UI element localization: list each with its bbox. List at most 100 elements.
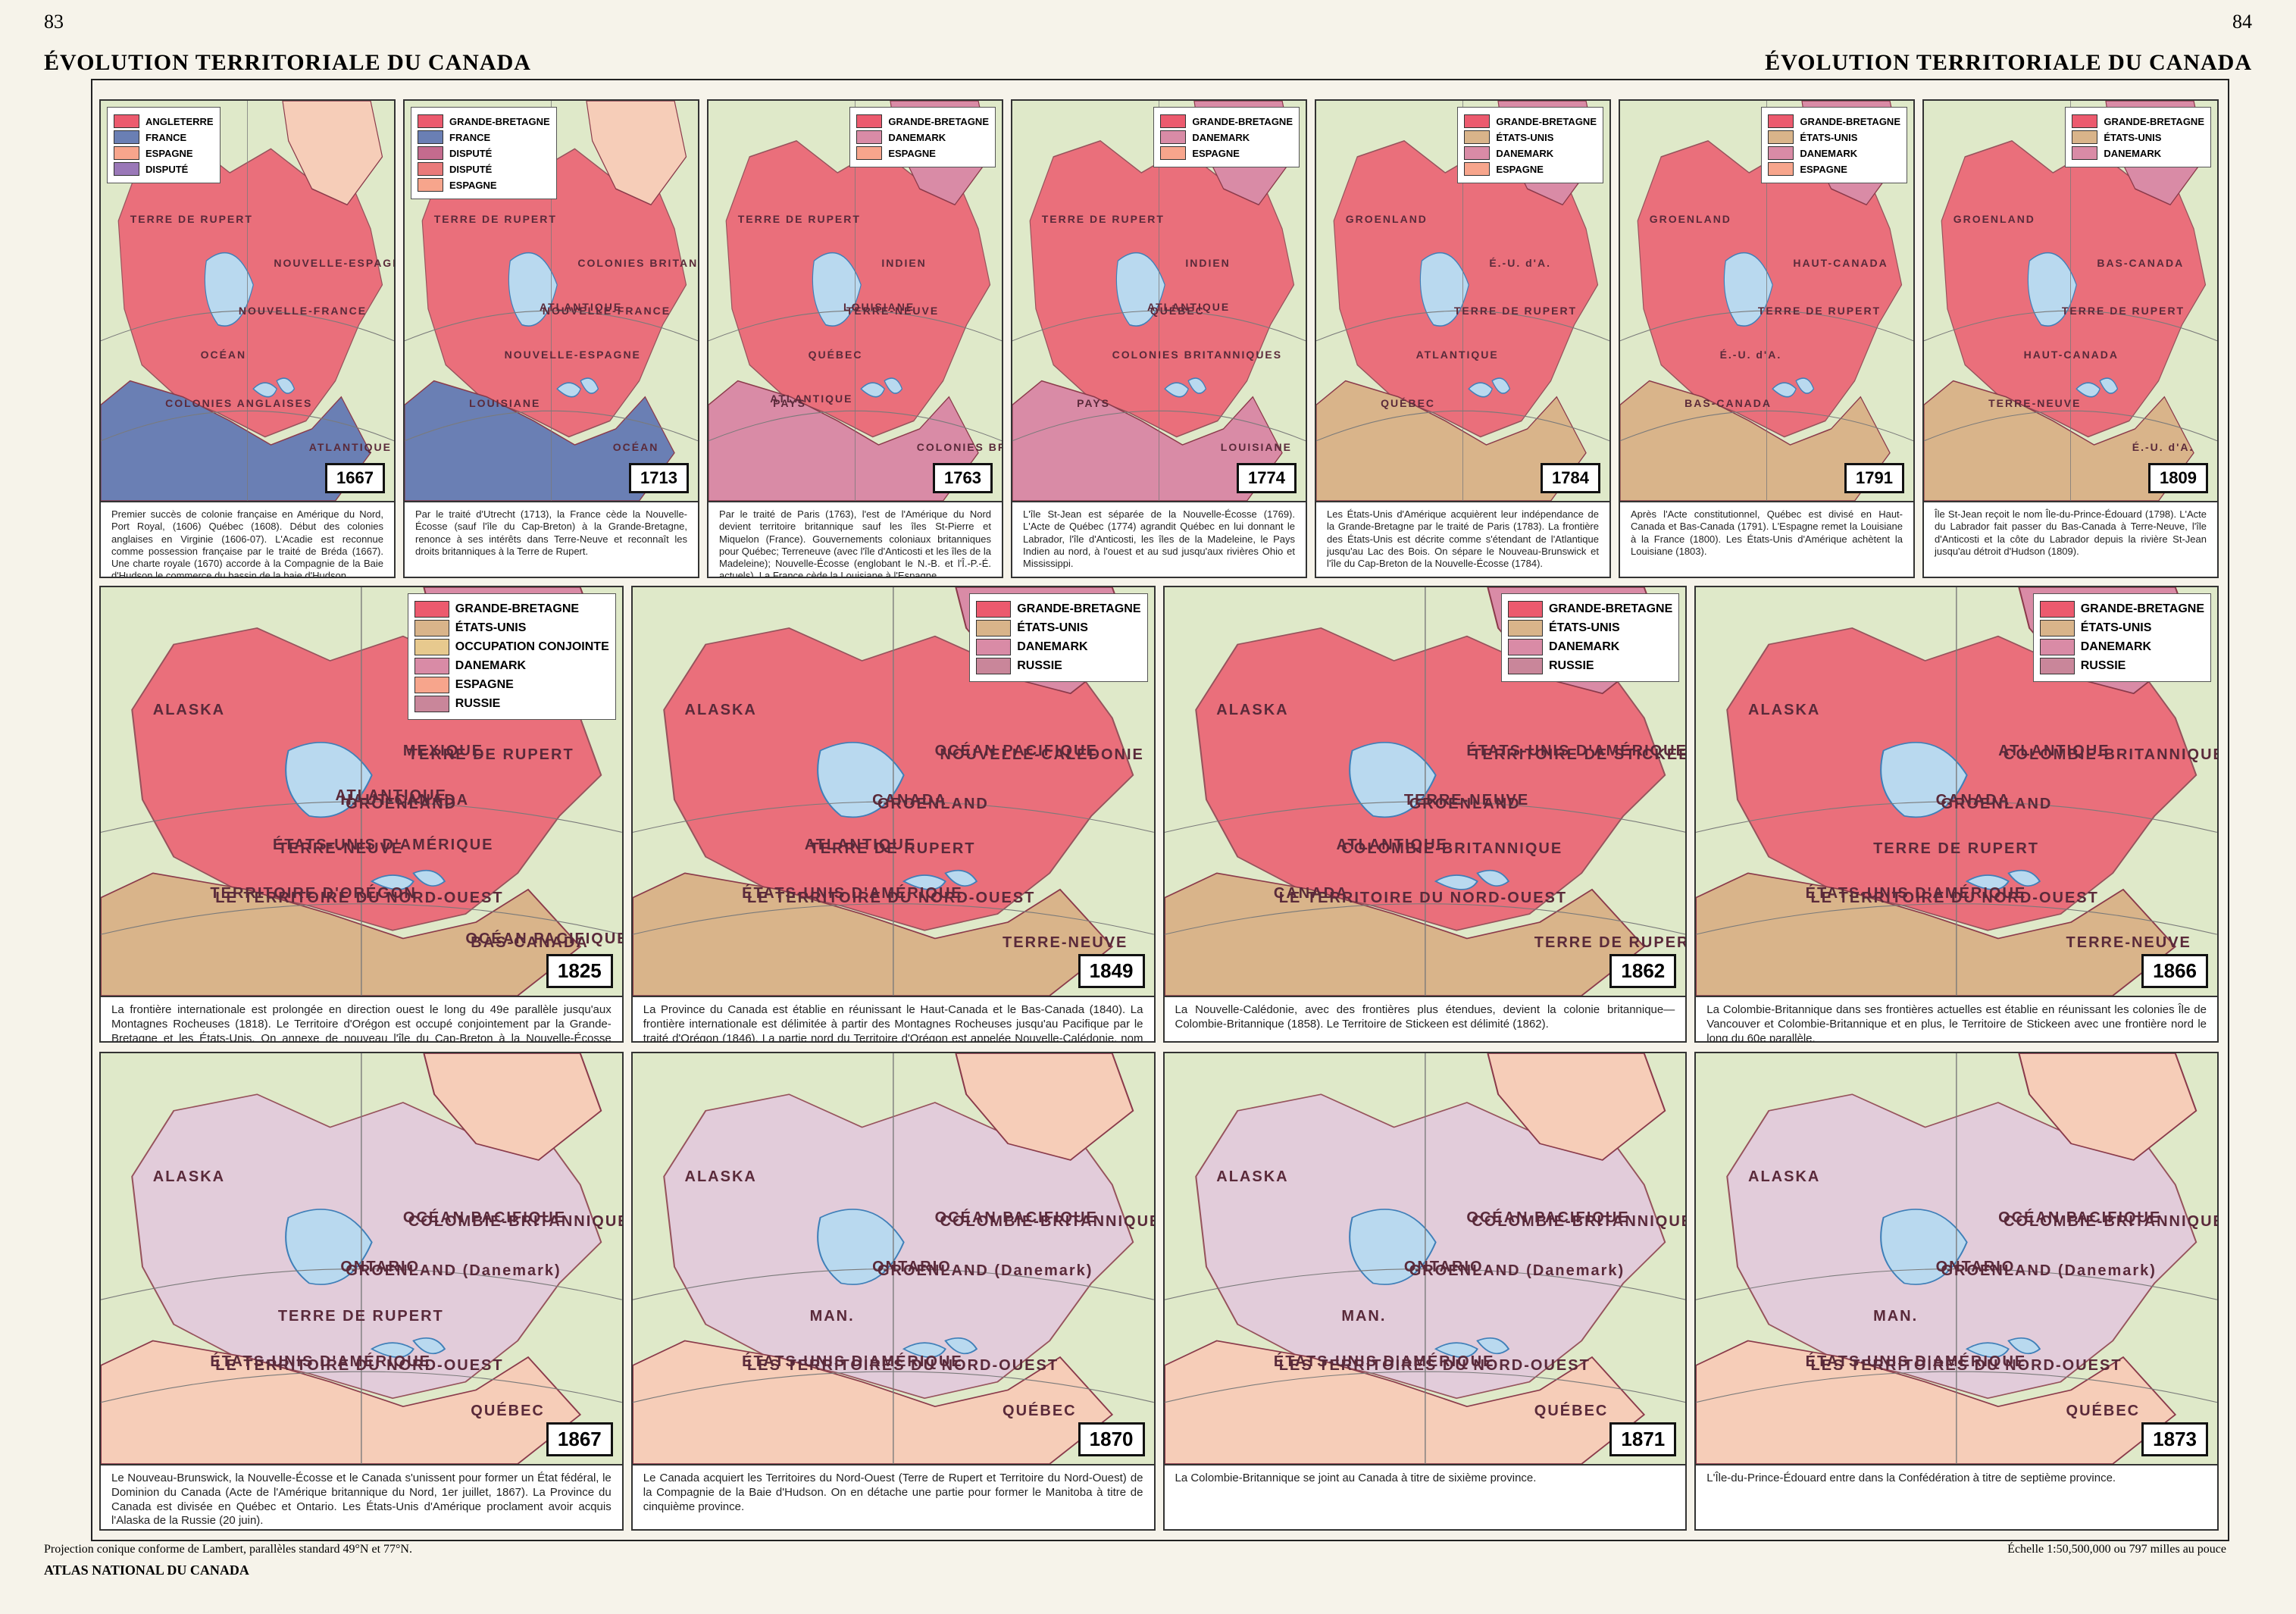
legend-item: ÉTATS-UNIS	[2039, 620, 2204, 637]
water-body	[1187, 377, 1207, 394]
legend-label: GRANDE-BRETAGNE	[1548, 602, 1673, 615]
place-label: TERRE-NEUVE	[1403, 791, 1530, 809]
legend-label: OCCUPATION CONJOINTE	[455, 640, 609, 653]
map: GROENLAND TERRE DE RUPERT TERRE-NEUVE BAS-C…	[1924, 101, 2217, 501]
water-body	[1966, 874, 2010, 890]
legend-label: FRANCE	[449, 131, 491, 143]
water-body	[943, 1337, 978, 1355]
place-label: NOUVELLE-FRANCE	[542, 305, 671, 317]
year-label: 1866	[2141, 954, 2208, 988]
place-label: ONTARIO	[1403, 1259, 1484, 1275]
water-body	[1434, 1342, 1478, 1358]
place-label: BAS-CANADA	[2097, 256, 2185, 269]
water-body	[1880, 742, 1968, 818]
place-label: TERRE-NEUVE	[1003, 934, 1128, 952]
place-label: GROENLAND	[877, 795, 989, 812]
legend-label: ESPAGNE	[1800, 163, 1847, 175]
southern-land	[632, 872, 1113, 996]
place-label: OCÉAN PACIFIQUE	[1466, 1209, 1630, 1226]
map-drawing	[632, 1053, 1154, 1464]
place-label: QUÉBEC	[1003, 1402, 1077, 1419]
place-label: É.-U. d'A.	[1719, 349, 1782, 361]
graticule	[101, 587, 622, 996]
graticule	[1924, 101, 2217, 501]
legend-swatch	[1464, 146, 1491, 160]
legend-item: RUSSIE	[2039, 658, 2204, 674]
water-body	[943, 869, 978, 887]
legend-swatch	[1507, 639, 1543, 655]
legend-label: DANEMARK	[1548, 640, 1620, 653]
legend-swatch	[976, 658, 1012, 674]
legend-item: FRANCE	[418, 130, 550, 144]
map-panel: ALASKA GROENLAND (Danemark) LES TERRITOIRE…	[1694, 1052, 2219, 1531]
legend-swatch	[414, 620, 449, 637]
place-label: ALASKA	[152, 701, 226, 718]
legend-swatch	[856, 114, 883, 128]
water-body	[1880, 1209, 1968, 1285]
place-label: PAYS	[773, 396, 806, 409]
legend-swatch	[1768, 114, 1794, 128]
atlas-name: ATLAS NATIONAL DU CANADA	[44, 1562, 249, 1578]
water-body	[1419, 252, 1469, 327]
place-label: ALASKA	[684, 1168, 757, 1185]
place-label: ÉTATS-UNIS D'AMÉRIQUE	[742, 885, 963, 902]
place-label: QUÉBEC	[1150, 305, 1205, 317]
page-number: 84	[2232, 11, 2252, 33]
map-drawing	[1924, 101, 2217, 501]
place-label: CANADA	[1935, 791, 2011, 809]
legend-label: ÉTATS-UNIS	[1017, 621, 1088, 634]
legend-item: ÉTATS-UNIS	[414, 620, 609, 637]
legend-item: DANEMARK	[1507, 639, 1672, 655]
place-label: ALASKA	[152, 1168, 226, 1185]
legend: GRANDE-BRETAGNE ÉTATS-UNIS DANEMARK ESPAGNE	[1457, 107, 1603, 183]
legend-label: DANEMARK	[1800, 147, 1858, 159]
legend-swatch	[2039, 620, 2075, 637]
place-label: ALASKA	[684, 701, 757, 718]
map: ALASKA GROENLAND LE TERRITOIRE DU NORD-OUE…	[101, 587, 622, 996]
caption: Après l'Acte constitutionnel, Québec est…	[1620, 501, 1913, 577]
place-label: LE TERRITOIRE DU NORD-OUEST	[215, 889, 504, 906]
caption: La Colombie-Britannique dans ses frontiè…	[1696, 996, 2217, 1041]
caption: La Province du Canada est établie en réu…	[632, 996, 1154, 1041]
southern-land	[101, 380, 371, 501]
legend-item: GRANDE-BRETAGNE	[1507, 601, 1673, 618]
legend-item: ESPAGNE	[1160, 146, 1293, 160]
caption: Le Canada acquiert les Territoires du No…	[632, 1464, 1154, 1529]
map-panel: ALASKA GROENLAND LE TERRITOIRE DU NORD-OUE…	[1694, 586, 2219, 1043]
water-body	[252, 382, 277, 398]
legend-label: ÉTATS-UNIS	[1800, 131, 1858, 143]
water-body	[1164, 382, 1189, 398]
legend-swatch	[418, 146, 443, 160]
legend-label: ÉTATS-UNIS	[1548, 621, 1620, 634]
place-label: MAN.	[1341, 1308, 1387, 1325]
legend-item: ESPAGNE	[414, 677, 609, 693]
water-body	[816, 742, 905, 818]
scale-note: Échelle 1:50,500,000 ou 797 milles au po…	[2007, 1543, 2226, 1556]
legend-swatch	[1464, 162, 1491, 176]
place-label: ALASKA	[1748, 1168, 1821, 1185]
water-body	[2007, 869, 2041, 887]
legend-swatch	[1464, 130, 1491, 144]
caption: Les États-Unis d'Amérique acquièrent leu…	[1316, 501, 1609, 577]
place-label: BAS-CANADA	[471, 934, 589, 952]
place-label: QUÉBEC	[471, 1402, 545, 1419]
place-label: É.-U. d'A.	[1489, 256, 1551, 269]
legend-label: FRANCE	[145, 131, 187, 143]
water-body	[860, 382, 885, 398]
graticule	[709, 101, 1002, 501]
legend-label: DANEMARK	[2080, 640, 2152, 653]
place-label: É.-U. d'A.	[2132, 440, 2194, 453]
legend-item: RUSSIE	[1507, 658, 1672, 674]
legend-label: ÉTATS-UNIS	[2080, 621, 2152, 634]
place-label: NOUVELLE-ESPAGNE	[274, 256, 394, 269]
legend-label: ÉTATS-UNIS	[2104, 131, 2162, 143]
legend-item: DANEMARK	[856, 130, 989, 144]
legend-swatch	[1768, 130, 1794, 144]
place-label: OCÉAN PACIFIQUE	[1998, 1209, 2162, 1226]
place-label: ALASKA	[1216, 701, 1289, 718]
water-body	[276, 377, 296, 394]
place-label: COLONIES BRITANNIQUES	[916, 440, 1002, 453]
greenland	[282, 101, 383, 206]
place-label: OCÉAN	[200, 349, 247, 361]
